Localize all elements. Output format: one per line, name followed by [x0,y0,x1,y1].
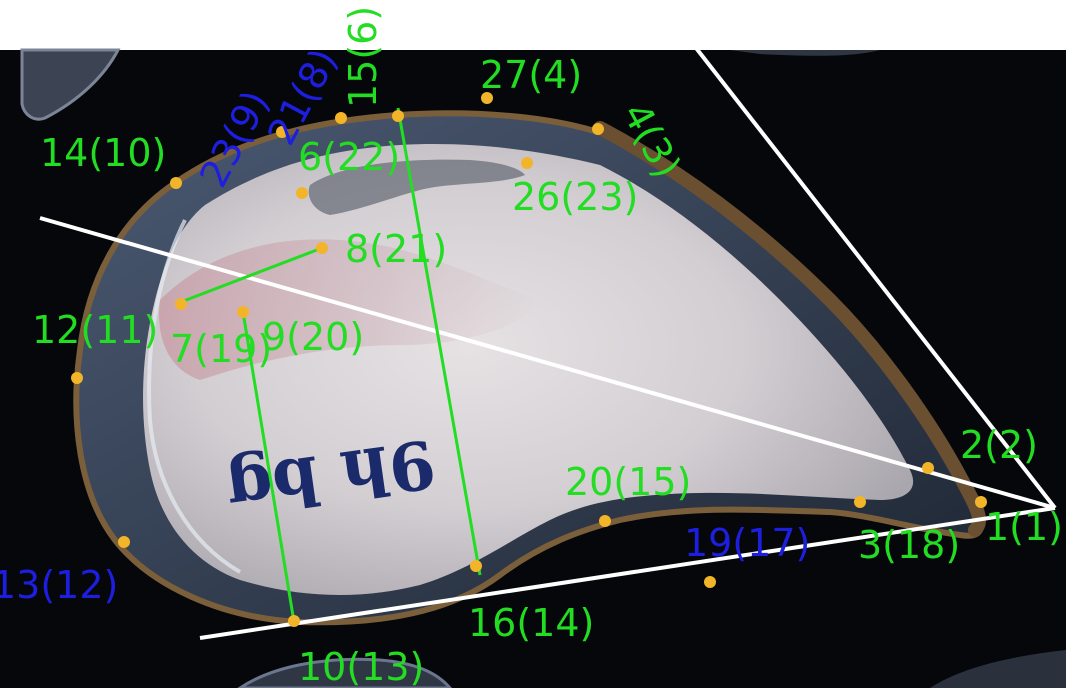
shell-brown-edge [593,121,987,537]
landmark-dot-14 [170,177,182,189]
landmark-dot-9 [237,306,249,318]
landmark-dot-13 [118,536,130,548]
landmark-label-12: 12(11) [32,308,158,352]
measure-line-9-10 [241,311,296,623]
landmark-dot-1 [975,496,987,508]
landmark-label-27: 27(4) [480,53,582,97]
landmark-label-2: 2(2) [960,423,1038,467]
landmark-dot-19 [704,576,716,588]
landmark-dot-27 [481,92,493,104]
reference-line-ventral [199,506,1056,640]
landmark-label-3: 3(18) [858,523,960,567]
top-white-band [0,0,1066,50]
landmark-label-9: 9(20) [262,315,364,359]
landmark-dot-26 [521,157,533,169]
landmark-label-20: 20(15) [565,460,691,504]
landmark-label-19: 19(17) [684,521,810,565]
landmark-label-16: 16(14) [468,601,594,645]
neighbor-shell-bottom-right [930,650,1066,688]
landmark-dot-20 [599,515,611,527]
landmark-label-7: 7(19) [170,327,272,371]
landmark-dot-12 [71,372,83,384]
reference-line-axis [39,216,1056,510]
landmark-dot-23 [276,126,288,138]
landmark-dot-15 [392,110,404,122]
landmark-dot-16 [470,560,482,572]
measurement-lines [180,107,482,623]
landmark-dot-8 [316,242,328,254]
landmark-label-14: 14(10) [40,131,166,175]
landmark-label-10: 10(13) [298,645,424,688]
reference-line-posterior [680,28,1057,510]
reference-lines [39,28,1057,640]
landmark-label-13: 13(12) [0,563,118,607]
landmark-label-8: 8(21) [345,227,447,271]
landmark-dot-2 [922,462,934,474]
landmark-label-1: 1(1) [985,505,1063,549]
landmark-dot-3 [854,496,866,508]
landmark-dot-10 [288,615,300,627]
landmark-dot-21 [335,112,347,124]
landmark-labels: 1(1) 2(2) 3(18) 4(3) 6(22) 7(19) 8(21) 9… [0,6,1063,688]
landmark-label-15: 15(6) [341,6,385,108]
measure-line-7-8 [180,246,323,304]
landmark-label-6: 6(22) [298,135,400,179]
neighbor-shell-top-right [730,50,880,56]
neighbor-shell-top-left [20,48,121,121]
landmark-dot-7 [175,298,187,310]
landmark-label-26: 26(23) [512,175,638,219]
landmark-dot-4 [592,123,604,135]
measure-line-15-16 [396,107,482,576]
shell-inner-rim-line [147,219,242,574]
shell-dark-cavity [308,159,525,215]
neighbor-shell-bottom [237,657,452,688]
landmark-dot-6 [296,187,308,199]
landmark-dots [71,92,987,627]
